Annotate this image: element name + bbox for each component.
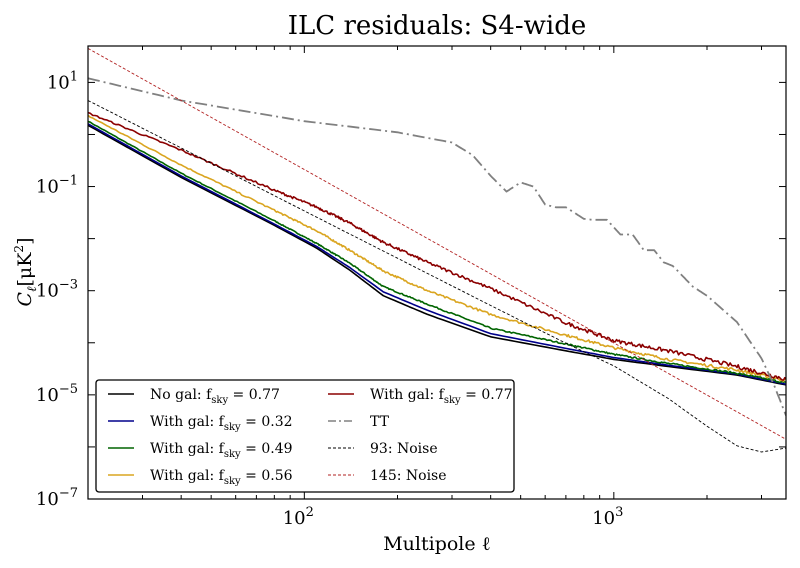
legend-label-6: 93: Noise: [370, 441, 438, 457]
series-line-6: [88, 100, 786, 453]
plot-area: [88, 48, 786, 453]
x-tick-base: 10: [283, 508, 306, 529]
x-tick-label: 102: [283, 505, 314, 529]
y-tick-base: 10: [47, 72, 70, 93]
x-tick-label: 103: [592, 505, 623, 529]
legend-label-5: TT: [370, 414, 390, 430]
y-tick-label: 10−5: [36, 382, 78, 406]
y-tick-exponent: 1: [70, 69, 78, 84]
legend-label-7: 145: Noise: [370, 468, 447, 484]
y-axis-unit-close: ]: [14, 238, 36, 245]
series-line-0: [88, 124, 786, 386]
y-tick-label: 10−7: [36, 486, 78, 510]
y-axis-subscript: ℓ: [25, 286, 40, 292]
series-line-5: [88, 77, 786, 416]
y-axis-unit-superscript: 2: [12, 245, 26, 253]
x-tick-base: 10: [592, 508, 615, 529]
series-line-4: [88, 111, 786, 381]
series-line-2: [88, 120, 786, 384]
series-line-3: [88, 114, 786, 382]
x-axis-label: Multipole ℓ: [383, 533, 491, 555]
y-axis-symbol: C: [14, 292, 36, 307]
legend-label-3: With gal: fsky = 0.56: [150, 468, 293, 487]
legend-box: [95, 379, 515, 493]
legend-label-2: With gal: fsky = 0.49: [150, 441, 293, 460]
y-tick-exponent: −1: [59, 174, 78, 189]
series-line-1: [88, 123, 786, 385]
x-tick-exponent: 2: [306, 505, 314, 520]
y-tick-base: 10: [36, 281, 59, 302]
y-tick-label: 10−3: [36, 278, 78, 302]
y-tick-exponent: −7: [59, 486, 78, 501]
legend-label-1: With gal: fsky = 0.32: [150, 414, 293, 433]
y-tick-base: 10: [36, 385, 59, 406]
chart-title: ILC residuals: S4-wide: [288, 11, 586, 41]
legend-label-0: No gal: fsky = 0.77: [150, 387, 280, 406]
series-line-7: [88, 48, 786, 440]
y-axis-unit: [μK: [14, 252, 36, 287]
y-tick-base: 10: [36, 177, 59, 198]
y-tick-exponent: −5: [59, 382, 78, 397]
y-tick-exponent: −3: [59, 278, 78, 293]
y-tick-base: 10: [36, 489, 59, 510]
legend-label-4: With gal: fsky = 0.77: [370, 387, 513, 406]
x-tick-exponent: 3: [615, 505, 623, 520]
y-axis-label: Cℓ[μK2]: [12, 238, 40, 307]
y-tick-label: 101: [47, 69, 78, 93]
y-tick-label: 10−1: [36, 174, 78, 198]
legend: No gal: fsky = 0.77 With gal: fsky = 0.32…: [95, 379, 515, 493]
plot-frame: [87, 45, 787, 500]
